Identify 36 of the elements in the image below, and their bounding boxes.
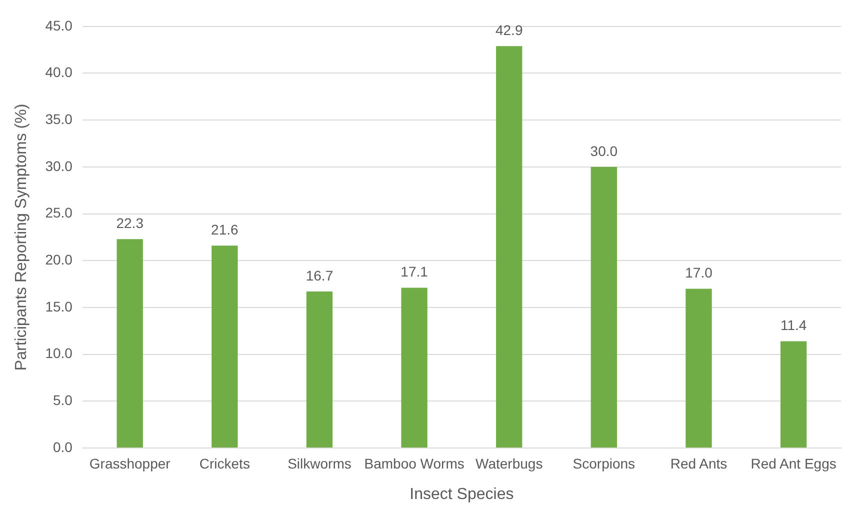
x-axis-title: Insect Species — [410, 486, 514, 503]
bar — [496, 46, 522, 448]
bar — [590, 166, 618, 448]
x-tick-label: Red Ants — [670, 455, 728, 472]
y-tick-label: 15.0 — [45, 298, 73, 314]
data-label: 42.9 — [495, 22, 523, 38]
data-label: 30.0 — [590, 142, 618, 159]
bar — [212, 246, 238, 448]
bar — [686, 288, 712, 448]
y-tick-label: 30.0 — [45, 158, 73, 174]
bar — [401, 288, 428, 448]
data-label: 22.3 — [116, 214, 144, 231]
x-tick-label: Waterbugs — [476, 455, 543, 472]
x-tick-label: Silkworms — [288, 455, 352, 472]
bar — [306, 292, 333, 448]
x-tick-label: Scorpions — [572, 455, 636, 472]
x-tick-label: Grasshopper — [89, 455, 171, 472]
y-axis-title: Participants Reporting Symptoms (%) — [13, 104, 30, 371]
y-tick-label: 5.0 — [52, 392, 73, 408]
x-tick-label: Crickets — [199, 455, 250, 472]
y-tick-label: 45.0 — [45, 17, 73, 34]
bar — [116, 239, 143, 448]
x-tick-label: Bamboo Worms — [364, 455, 464, 472]
y-tick-label: 20.0 — [45, 251, 73, 268]
data-label: 21.6 — [211, 221, 239, 238]
y-tick-label: 35.0 — [45, 110, 73, 127]
y-tick-label: 40.0 — [45, 64, 73, 80]
bar — [780, 341, 807, 448]
y-tick-label: 0.0 — [52, 438, 73, 455]
data-label: 17.0 — [685, 264, 713, 281]
y-tick-label: 10.0 — [45, 345, 73, 362]
data-label: 11.4 — [780, 317, 807, 334]
data-label: 16.7 — [306, 267, 334, 284]
x-tick-label: Red Ant Eggs — [750, 455, 836, 472]
data-label: 17.1 — [400, 264, 428, 280]
y-tick-label: 25.0 — [45, 204, 73, 221]
